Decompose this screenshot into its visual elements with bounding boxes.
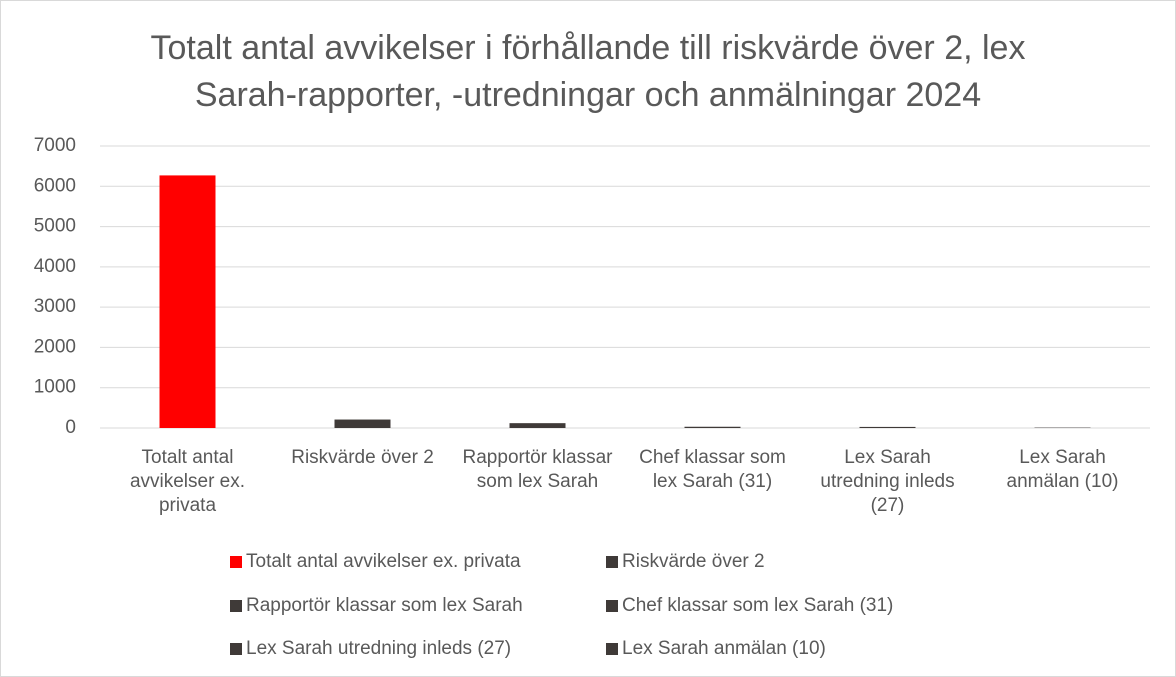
legend-label: Rapportör klassar som lex Sarah bbox=[246, 595, 523, 616]
y-tick-label: 5000 bbox=[34, 216, 76, 237]
legend-swatch bbox=[606, 643, 618, 655]
y-tick-label: 4000 bbox=[34, 256, 76, 277]
legend-label: Totalt antal avvikelser ex. privata bbox=[246, 551, 521, 572]
bar bbox=[509, 423, 566, 428]
legend-swatch bbox=[230, 556, 242, 568]
legend-swatch bbox=[606, 556, 618, 568]
x-tick-label: Lex Sarah anmälan (10) bbox=[1007, 447, 1119, 492]
legend-label: Chef klassar som lex Sarah (31) bbox=[622, 595, 893, 616]
y-tick-label: 0 bbox=[65, 417, 76, 438]
legend-label: Lex Sarah utredning inleds (27) bbox=[246, 638, 511, 659]
bar bbox=[859, 426, 916, 428]
x-tick-label: Chef klassar som lex Sarah (31) bbox=[639, 447, 786, 492]
x-tick-label: Totalt antal avvikelser ex. privata bbox=[130, 447, 245, 516]
x-tick-label: Riskvärde över 2 bbox=[291, 447, 434, 468]
legend-swatch bbox=[230, 600, 242, 612]
y-tick-label: 6000 bbox=[34, 175, 76, 196]
x-tick-label: Lex Sarah utredning inleds (27) bbox=[820, 447, 954, 516]
x-tick-label: Rapportör klassar som lex Sarah bbox=[463, 447, 614, 492]
y-tick-label: 3000 bbox=[34, 296, 76, 317]
legend-swatch bbox=[606, 600, 618, 612]
y-tick-label: 7000 bbox=[34, 135, 76, 156]
legend-swatch bbox=[230, 643, 242, 655]
chart-title: Totalt antal avvikelser i förhållande ti… bbox=[151, 29, 1026, 114]
legend-label: Lex Sarah anmälan (10) bbox=[622, 638, 826, 659]
legend-label: Riskvärde över 2 bbox=[622, 551, 765, 572]
y-tick-label: 1000 bbox=[34, 377, 76, 398]
y-tick-label: 2000 bbox=[34, 336, 76, 357]
bar bbox=[334, 419, 391, 428]
bar bbox=[159, 175, 216, 428]
bar bbox=[684, 426, 741, 428]
